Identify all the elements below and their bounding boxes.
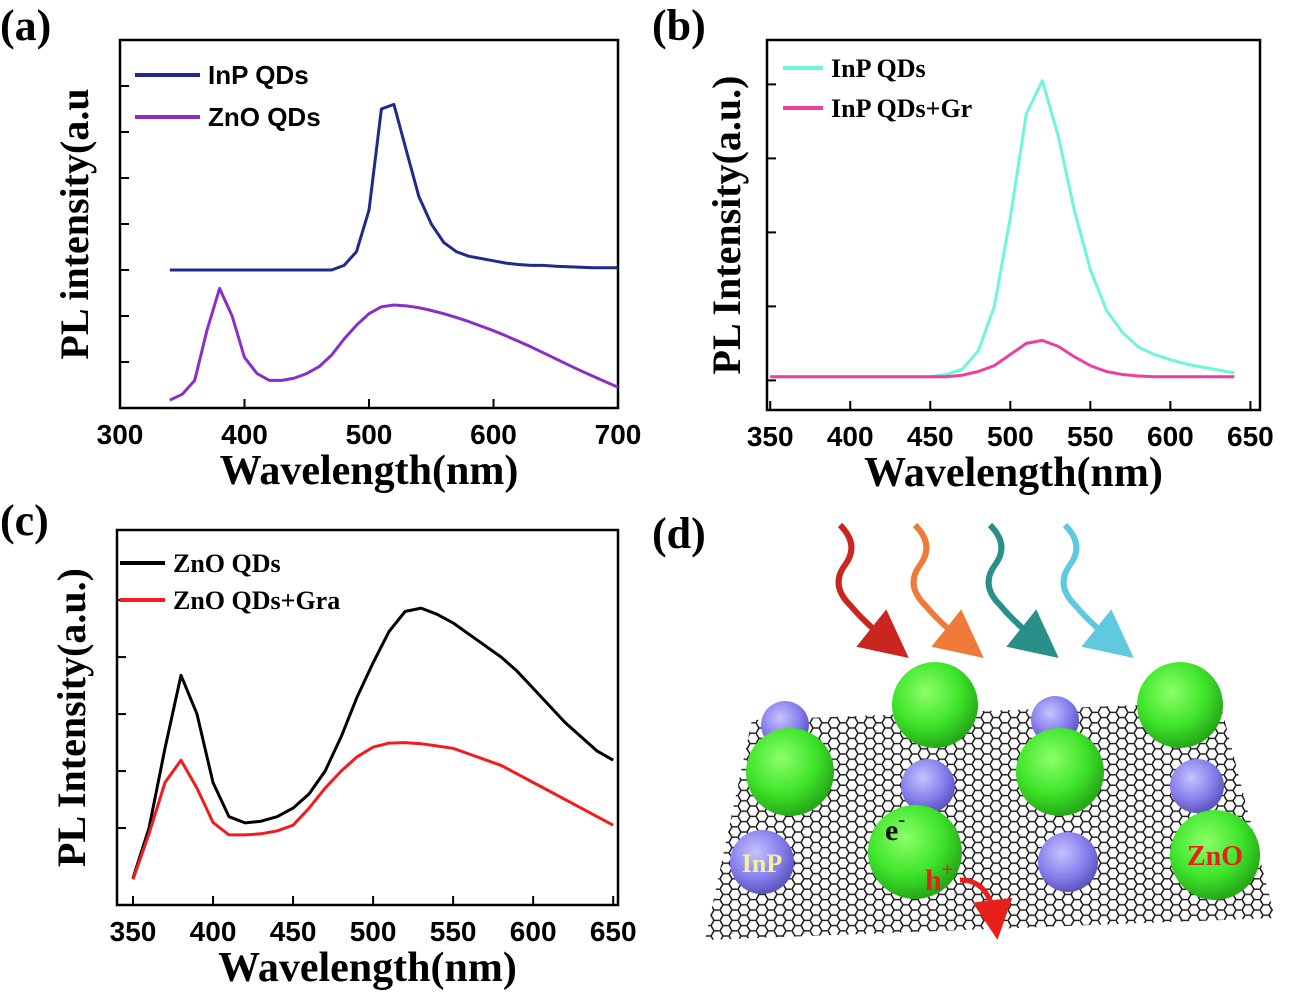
- x-axis-label: Wavelength(nm): [218, 945, 517, 991]
- legend-label: ZnO QDs: [208, 102, 321, 132]
- x-tick-label: 500: [350, 916, 397, 947]
- light-arrow: [835, 522, 909, 658]
- x-axis-label: Wavelength(nm): [220, 448, 519, 494]
- x-tick-label: 350: [110, 916, 157, 947]
- panel-label: (c): [0, 496, 49, 545]
- x-tick-label: 350: [747, 421, 794, 452]
- x-tick-label: 400: [827, 421, 874, 452]
- zno-dot: [746, 728, 834, 816]
- plot-frame: [765, 38, 1262, 412]
- x-tick-label: 600: [1147, 421, 1194, 452]
- y-axis-label: PL Intensity(a.u.): [49, 568, 94, 867]
- data-line: [131, 606, 614, 879]
- electron-label: e-: [885, 809, 905, 847]
- legend-label: InP QDs: [208, 60, 309, 90]
- inp-label: InP: [742, 849, 783, 878]
- chart-panel: 350 400 450 500 550 600 650 InP QDs InP QDs+Gr Wa…: [652, 1, 1274, 496]
- x-tick-label: 550: [430, 916, 477, 947]
- electron-charge: -: [898, 809, 905, 831]
- zno-dot: [868, 805, 962, 899]
- inp-dot: [730, 830, 794, 894]
- data-line: [131, 741, 614, 880]
- x-tick-label: 550: [1067, 421, 1114, 452]
- x-tick-label: 450: [907, 421, 954, 452]
- panel-label: (a): [0, 1, 51, 50]
- y-axis-label: PL Intensity(a.u.): [704, 76, 749, 375]
- legend-label: ZnO QDs+Gra: [173, 586, 340, 615]
- hole-charge: +: [942, 859, 953, 881]
- light-arrow: [985, 522, 1059, 658]
- chart-panel: 300 400 500 600 700 InP QDs ZnO QDs Wavelength(…: [0, 1, 641, 494]
- hole-arrow: [959, 877, 1013, 940]
- panel-label: (b): [652, 1, 706, 50]
- data-line: [770, 79, 1235, 379]
- x-tick-label: 650: [1227, 421, 1274, 452]
- inp-dot: [1038, 832, 1098, 892]
- legend-label: InP QDs+Gr: [831, 94, 972, 123]
- x-axis-label: Wavelength(nm): [864, 450, 1163, 496]
- x-tick-label: 500: [987, 421, 1034, 452]
- plot-frame: [115, 528, 620, 907]
- x-tick-label: 400: [221, 419, 268, 450]
- x-tick-label: 700: [595, 419, 642, 450]
- legend-label: ZnO QDs: [173, 549, 281, 578]
- zno-dot: [1016, 728, 1104, 816]
- light-arrow: [1060, 522, 1134, 658]
- chart-panel: 350 400 450 500 550 600 650 ZnO QDs ZnO QDs+Gra W…: [0, 496, 637, 991]
- panel-label: (d): [652, 509, 706, 558]
- hole-label: h+: [925, 859, 953, 897]
- zno-label: ZnO: [1187, 841, 1243, 872]
- data-line: [169, 286, 619, 402]
- x-tick-label: 450: [270, 916, 317, 947]
- electron-symbol: e: [885, 814, 898, 847]
- zno-dot: [892, 662, 978, 748]
- x-tick-label: 650: [590, 916, 637, 947]
- diagram: (d) InP ZnO e- h+: [652, 509, 1275, 940]
- zno-dot: [1137, 662, 1223, 748]
- x-tick-label: 500: [346, 419, 393, 450]
- inp-dot: [901, 759, 955, 813]
- light-arrow: [910, 522, 984, 658]
- hole-symbol: h: [925, 864, 942, 897]
- data-line: [169, 102, 618, 272]
- y-axis-label: PL intensity(a.u: [52, 88, 97, 359]
- x-tick-label: 600: [470, 419, 517, 450]
- inp-dot: [1170, 759, 1224, 813]
- graphene-sheet: [705, 702, 1275, 940]
- x-tick-label: 400: [190, 916, 237, 947]
- zno-dot: [1170, 810, 1260, 900]
- data-line: [770, 338, 1235, 379]
- quantum-dots: [730, 662, 1260, 900]
- legend-label: InP QDs: [831, 54, 926, 83]
- x-tick-label: 600: [510, 916, 557, 947]
- x-tick-label: 300: [97, 419, 144, 450]
